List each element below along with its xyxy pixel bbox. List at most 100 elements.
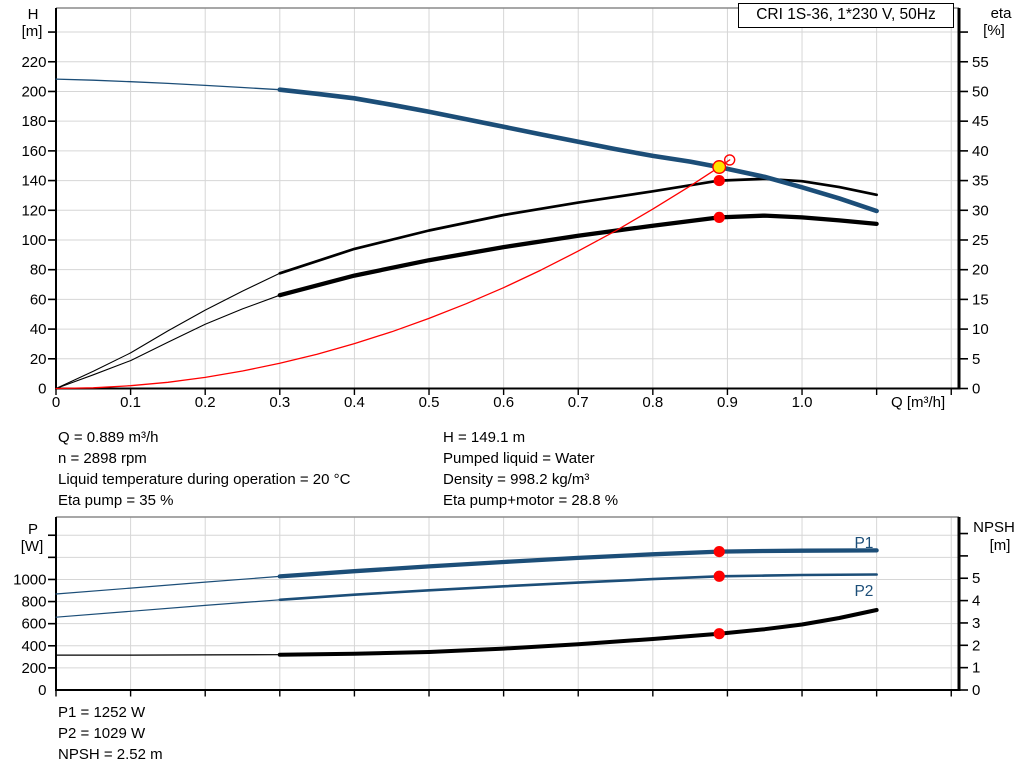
p1-curve bbox=[55, 548, 879, 595]
duty-point-marker[interactable] bbox=[712, 160, 727, 175]
y-left-tick-label: 400 bbox=[21, 638, 46, 655]
power-info-column: P1 = 1252 W P2 = 1029 W NPSH = 2.52 m bbox=[58, 702, 163, 765]
qh-eta-chart: 0 20 40 60 80 100 120 140 160 180 200 220 0 5 10 15 20 25… bbox=[21, 5, 1012, 411]
eta-pump-curve-segment bbox=[55, 272, 281, 390]
y-right-tick-label: 30 bbox=[972, 202, 989, 219]
y-right-tick-label: 25 bbox=[972, 232, 989, 249]
power-npsh-chart: 0 200 400 600 800 1000 0 1 2 3 4 5 P[W] NPSH[m] P1 P2 bbox=[13, 516, 1015, 699]
info-line-liquid-temp: Liquid temperature during operation = 20… bbox=[58, 471, 351, 488]
y-right-tick-label: 5 bbox=[972, 570, 980, 587]
operating-point-dot bbox=[713, 628, 725, 640]
y-left-tick-label: 140 bbox=[21, 173, 46, 190]
duty-info-right-column: H = 149.1 m Pumped liquid = Water Densit… bbox=[443, 427, 618, 511]
y-right-tick-label: 0 bbox=[972, 682, 980, 699]
eta-pump-curve bbox=[55, 177, 878, 390]
y-left-tick-label: 100 bbox=[21, 232, 46, 249]
p2-curve bbox=[55, 573, 878, 618]
y-left-axis-title: P bbox=[28, 521, 38, 538]
series-label-P1: P1 bbox=[854, 535, 873, 552]
info-line-head: H = 149.1 m bbox=[443, 429, 526, 446]
y-right-tick-label: 5 bbox=[972, 351, 980, 368]
operating-point-dot bbox=[713, 546, 725, 558]
info-line-pumped-liquid: Pumped liquid = Water bbox=[443, 450, 595, 467]
y-right-axis-title: eta bbox=[991, 5, 1013, 22]
x-tick-label: 0.8 bbox=[642, 394, 663, 411]
eta-pump-motor-curve-segment bbox=[277, 213, 879, 298]
y-left-tick-label: 160 bbox=[21, 143, 46, 160]
npsh-curve bbox=[55, 608, 879, 657]
gridlines bbox=[56, 8, 959, 389]
x-tick-label: 0.6 bbox=[493, 394, 514, 411]
y-left-tick-label: 120 bbox=[21, 202, 46, 219]
p2-curve-segment bbox=[55, 599, 281, 618]
y-right-tick-label: 45 bbox=[972, 113, 989, 130]
y-left-tick-label: 40 bbox=[30, 321, 47, 338]
y-right-tick-label: 1 bbox=[972, 660, 980, 677]
x-tick-label: 0.4 bbox=[344, 394, 365, 411]
y-right-axis-title: NPSH bbox=[973, 519, 1015, 536]
y-left-tick-label: 220 bbox=[21, 54, 46, 71]
p2-curve-segment bbox=[278, 573, 878, 602]
y-left-tick-label: 800 bbox=[21, 594, 46, 611]
y-left-tick-label: 600 bbox=[21, 616, 46, 633]
duty-info-left-column: Q = 0.889 m³/h n = 2898 rpm Liquid tempe… bbox=[58, 427, 350, 511]
eta-pump-curve-segment bbox=[278, 177, 878, 275]
y-right-tick-label: 50 bbox=[972, 83, 989, 100]
operating-point-dot bbox=[713, 570, 725, 582]
x-tick-label: 0.2 bbox=[195, 394, 216, 411]
x-axis-title: Q [m³/h] bbox=[891, 394, 945, 411]
pump-qh-curve bbox=[55, 78, 879, 214]
y-right-axis-title: [%] bbox=[983, 22, 1005, 39]
info-line-q: Q = 0.889 m³/h bbox=[58, 429, 159, 446]
y-right-tick-label: 3 bbox=[972, 615, 980, 632]
x-tick-label: 0.9 bbox=[717, 394, 738, 411]
info-line-eta-pump: Eta pump = 35 % bbox=[58, 492, 174, 509]
system-curve-segment bbox=[55, 159, 731, 390]
eta-pump-motor-curve-segment bbox=[55, 294, 281, 390]
y-right-axis-title: [m] bbox=[990, 537, 1011, 554]
operating-point-dot bbox=[713, 174, 725, 187]
y-left-tick-label: 80 bbox=[30, 262, 47, 279]
y-right-tick-label: 15 bbox=[972, 291, 989, 308]
pump-qh-curve-segment bbox=[55, 78, 281, 91]
info-line-density: Density = 998.2 kg/m³ bbox=[443, 471, 590, 488]
info-line-speed: n = 2898 rpm bbox=[58, 450, 147, 467]
y-right-tick-label: 2 bbox=[972, 637, 980, 654]
y-left-tick-label: 200 bbox=[21, 83, 46, 100]
gridlines bbox=[56, 517, 959, 690]
x-tick-label: 0.7 bbox=[568, 394, 589, 411]
y-left-tick-label: 0 bbox=[38, 381, 46, 398]
y-right-tick-label: 20 bbox=[972, 262, 989, 279]
info-line-p2: P2 = 1029 W bbox=[58, 725, 146, 742]
y-left-tick-label: 60 bbox=[30, 291, 47, 308]
x-tick-label: 1.0 bbox=[792, 394, 813, 411]
system-curve-end-marker bbox=[723, 154, 736, 166]
y-right-tick-label: 10 bbox=[972, 321, 989, 338]
chart-title-box: CRI 1S-36, 1*230 V, 50Hz bbox=[738, 3, 954, 28]
y-left-tick-label: 20 bbox=[30, 351, 47, 368]
y-left-tick-label: 200 bbox=[21, 660, 46, 677]
y-left-tick-label: 1000 bbox=[13, 571, 46, 588]
x-tick-label: 0.5 bbox=[419, 394, 440, 411]
y-left-axis-title: [W] bbox=[21, 538, 44, 555]
axes: 0 200 400 600 800 1000 0 1 2 3 4 5 P[W] NPSH[m] bbox=[13, 516, 1015, 699]
y-left-axis-title: [m] bbox=[22, 23, 43, 40]
eta-pump-motor-curve bbox=[55, 213, 879, 390]
x-tick-label: 0 bbox=[52, 394, 60, 411]
y-right-tick-label: 35 bbox=[972, 173, 989, 190]
axes: 0 20 40 60 80 100 120 140 160 180 200 220 0 5 10 15 20 25… bbox=[21, 5, 1012, 411]
y-left-tick-label: 0 bbox=[38, 682, 46, 699]
p1-curve-segment bbox=[277, 548, 879, 579]
operating-point-dot bbox=[713, 211, 725, 224]
pump-qh-curve-segment bbox=[277, 87, 879, 214]
y-left-tick-label: 180 bbox=[21, 113, 46, 130]
npsh-curve-segment bbox=[277, 608, 879, 657]
y-right-tick-label: 0 bbox=[972, 381, 980, 398]
series-label-P2: P2 bbox=[854, 583, 873, 600]
p1-curve-segment bbox=[55, 575, 281, 595]
info-line-npsh: NPSH = 2.52 m bbox=[58, 746, 163, 763]
chart-title-label: CRI 1S-36, 1*230 V, 50Hz bbox=[756, 6, 936, 23]
y-left-axis-title: H bbox=[28, 6, 39, 23]
